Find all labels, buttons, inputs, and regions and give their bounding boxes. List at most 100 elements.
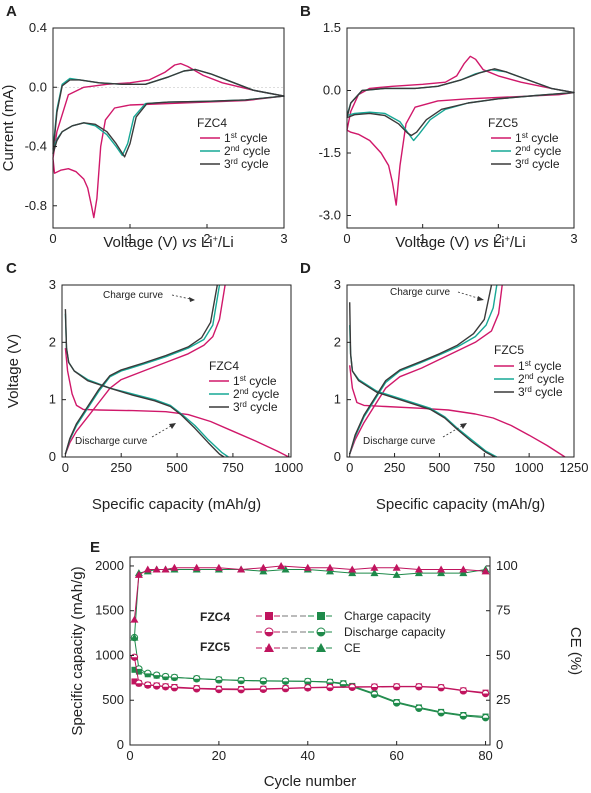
charge-curve-label: Charge curve [390, 287, 450, 298]
discharge-marker-fill [393, 702, 400, 707]
discharge-marker-fill [304, 687, 311, 692]
y2-tick-label: 75 [496, 603, 510, 618]
panel-letter: A [6, 3, 17, 20]
plot-frame [346, 284, 575, 458]
x-tick-label: 60 [389, 748, 403, 763]
discharge-marker-fill [282, 688, 289, 692]
legend-marker [317, 612, 325, 620]
plot-frame [61, 284, 292, 458]
ce-marker [370, 569, 379, 577]
y-tick-label: 1500 [95, 603, 124, 618]
y-tick-label: 0.4 [29, 20, 47, 35]
discharge-marker-fill [135, 683, 143, 687]
y-axis-label: Voltage (V) [5, 334, 22, 408]
ce-marker [414, 569, 423, 577]
x-tick-label: 1 [419, 231, 426, 246]
x-tick-label: 250 [110, 460, 132, 475]
discharge-arrow [442, 422, 468, 438]
x-tick-label: 1000 [274, 460, 303, 475]
x-tick-label: 0 [343, 231, 350, 246]
x-tick-label: 0 [49, 231, 56, 246]
ce-marker [326, 567, 334, 575]
x-tick-label: 250 [384, 460, 406, 475]
discharge-marker-fill [371, 686, 378, 691]
panel-letter: B [300, 3, 311, 20]
ce-marker [414, 565, 423, 573]
x-axis-label: Cycle number [264, 773, 357, 790]
series-line [349, 302, 496, 458]
x-tick-label: 80 [478, 748, 492, 763]
discharge-marker-fill [326, 687, 334, 691]
ce-marker [152, 565, 161, 573]
x-axis-label: Voltage (V) vs Li+/Li [103, 234, 233, 251]
discharge-marker-fill [415, 708, 423, 712]
x-axis-label: Specific capacity (mAh/g) [376, 496, 545, 513]
ce-marker [481, 567, 490, 575]
y2-tick-label: 25 [496, 692, 510, 707]
discharge-marker-fill [193, 688, 200, 692]
discharge-curve-label: Discharge curve [75, 436, 148, 447]
series-line [64, 309, 225, 458]
discharge-marker-fill [304, 681, 311, 685]
x-tick-label: 1000 [515, 460, 544, 475]
legend-label: Discharge capacity [344, 625, 445, 639]
discharge-marker-fill [162, 686, 169, 691]
ce-marker [192, 563, 201, 571]
discharge-marker-fill [482, 693, 489, 697]
ce-marker [326, 563, 334, 571]
legend-label: 2nd cycle [233, 387, 280, 402]
y-axis-label: Current (mA) [0, 85, 17, 172]
y-tick-label: 3 [49, 277, 56, 292]
panel-c: C 0 250 500 750 1000 0 1 2 3 Charge curve Discharge… [5, 260, 303, 513]
legend-label: 3rd cycle [518, 385, 563, 400]
sample-label: FZC5 [494, 343, 524, 357]
x-tick-label: 0 [346, 460, 353, 475]
y-tick-label: 0 [117, 737, 124, 752]
x-tick-label: 20 [212, 748, 226, 763]
x-tick-label: 2 [203, 231, 210, 246]
discharge-marker-fill [393, 686, 400, 691]
y2-axis-label: CE (%) [567, 627, 584, 675]
x-axis-label: Voltage (V) vs Li+/Li [395, 234, 525, 251]
ce-marker [143, 565, 152, 573]
discharge-marker-fill [153, 675, 160, 679]
series-line [134, 669, 486, 717]
y2-tick-label: 100 [496, 558, 518, 573]
ce-marker [437, 565, 446, 573]
y-tick-label: -1.5 [319, 145, 341, 160]
ce-marker [170, 563, 179, 571]
legend-label: 3rd cycle [515, 157, 560, 172]
discharge-marker-fill [460, 715, 467, 720]
charge-curve-label: Charge curve [103, 290, 163, 301]
y-tick-label: 0.0 [29, 79, 47, 94]
discharge-marker-fill [193, 678, 200, 682]
y-tick-label: -0.4 [25, 139, 47, 154]
y-tick-label: 3 [334, 277, 341, 292]
series-line [64, 284, 218, 455]
ce-marker [392, 563, 401, 571]
y-axis-label: Specific capacity (mAh/g) [69, 566, 86, 735]
discharge-marker-fill [437, 712, 445, 716]
series-line [349, 284, 493, 455]
ce-marker [370, 563, 379, 571]
sample-label: FZC5 [488, 116, 518, 130]
series-line [64, 284, 221, 455]
ce-marker [259, 567, 268, 575]
discharge-marker-fill [144, 685, 151, 689]
discharge-marker-fill [144, 673, 151, 677]
discharge-marker-fill [260, 680, 267, 685]
ce-marker [130, 615, 139, 623]
ce-marker [259, 563, 268, 571]
legend-label: 2nd cycle [515, 144, 562, 159]
sample-label-fzc4: FZC4 [200, 610, 230, 624]
discharge-marker-fill [171, 687, 178, 691]
legend-marker-fill [265, 632, 273, 636]
y-tick-label: 2 [334, 334, 341, 349]
ce-marker [237, 565, 246, 573]
y-tick-label: 500 [102, 692, 124, 707]
legend-label: 2nd cycle [518, 372, 565, 387]
legend-marker [265, 612, 273, 620]
legend-label: 1st cycle [515, 131, 559, 146]
discharge-marker-fill [371, 694, 378, 698]
